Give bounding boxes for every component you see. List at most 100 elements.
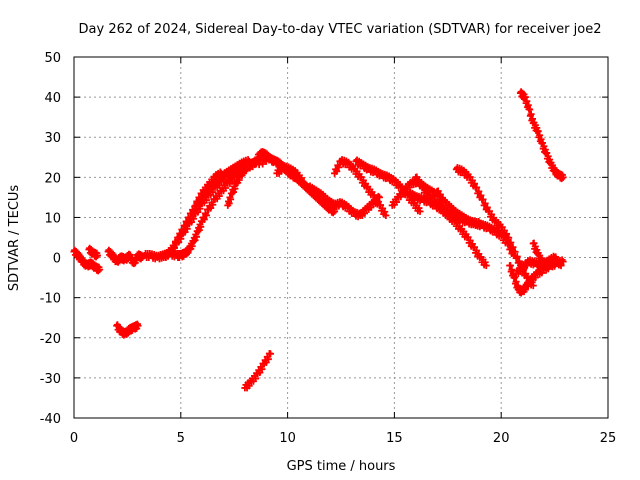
y-tick-label: 40	[44, 91, 61, 106]
series-seg-a	[70, 246, 104, 275]
data-point	[173, 240, 181, 248]
data-point	[227, 195, 235, 203]
data-point	[381, 208, 389, 216]
data-point	[183, 219, 191, 227]
data-point	[264, 355, 272, 363]
series-seg-v	[516, 88, 567, 183]
y-tick-label: -30	[40, 372, 61, 387]
data-point	[179, 227, 187, 235]
data-point	[509, 243, 517, 251]
data-point	[164, 252, 172, 260]
data-point	[196, 195, 204, 203]
series-seg-h	[224, 156, 262, 209]
data-point	[299, 177, 307, 185]
data-point	[252, 375, 260, 383]
data-point	[209, 201, 217, 209]
data-point	[527, 110, 535, 118]
series-seg-d	[140, 156, 270, 263]
data-point	[521, 93, 529, 101]
series-seg-c	[104, 246, 146, 268]
data-point	[360, 209, 368, 217]
plot-frame	[73, 56, 609, 419]
x-tick-label: 15	[386, 431, 403, 446]
data-point	[481, 258, 489, 266]
data-point	[559, 173, 567, 181]
data-point	[399, 190, 407, 198]
series-seg-b	[85, 244, 101, 261]
x-tick-label: 25	[600, 431, 617, 446]
data-point	[405, 183, 413, 191]
data-point	[277, 167, 285, 175]
data-point	[216, 168, 224, 176]
data-point	[523, 97, 531, 105]
data-point	[259, 160, 267, 168]
data-point	[93, 252, 101, 260]
chart-title: Day 262 of 2024, Sidereal Day-to-day VTE…	[79, 22, 602, 37]
data-point	[503, 230, 511, 238]
data-point	[96, 266, 104, 274]
data-point	[267, 350, 275, 358]
data-point	[512, 278, 520, 286]
data-point	[202, 186, 210, 194]
data-point	[217, 169, 225, 177]
data-point	[471, 180, 478, 188]
data-point	[526, 105, 534, 113]
data-point	[473, 183, 481, 191]
data-point	[416, 207, 424, 215]
data-point	[170, 244, 178, 252]
data-point	[508, 266, 516, 274]
data-point	[557, 262, 565, 270]
data-point	[225, 199, 233, 207]
data-point	[556, 258, 564, 266]
data-point	[200, 215, 208, 223]
data-point	[209, 178, 217, 186]
data-point	[297, 174, 305, 182]
series-seg-l	[331, 156, 390, 219]
data-point	[506, 262, 514, 270]
data-point	[542, 262, 550, 270]
data-point	[393, 198, 401, 206]
x-tick-label: 10	[279, 431, 296, 446]
y-tick-label: -20	[40, 332, 61, 347]
series-seg-q	[433, 187, 518, 260]
series-seg-j	[273, 162, 307, 185]
data-point	[202, 211, 210, 219]
y-tick-label: 0	[53, 252, 61, 267]
x-axis-label: GPS time / hours	[287, 459, 396, 474]
data-point	[531, 274, 539, 282]
data-point	[511, 248, 519, 256]
data-point	[516, 268, 524, 276]
data-point	[479, 195, 487, 203]
x-tick-label: 0	[70, 431, 78, 446]
grid-lines	[74, 57, 608, 418]
series-seg-g	[192, 168, 225, 209]
data-point	[382, 211, 390, 219]
series-seg-x	[241, 349, 275, 392]
series-seg-i	[254, 148, 339, 217]
series-seg-u	[529, 239, 550, 270]
y-tick-label: 20	[44, 171, 61, 186]
axis-tick-labels: 0 5 10 15 20 25 -40 -30 -20 -10 0 10 20 30 40 50	[40, 51, 617, 446]
data-point	[483, 203, 491, 211]
data-point	[515, 257, 523, 265]
data-point	[333, 167, 341, 175]
data-point	[185, 215, 193, 223]
y-tick-label: 10	[44, 211, 61, 226]
data-point	[194, 199, 202, 207]
data-point	[331, 207, 339, 215]
axis-ticks	[73, 56, 609, 419]
data-point	[523, 262, 531, 270]
data-point	[505, 234, 513, 242]
data-marks	[70, 88, 567, 392]
y-tick-label: 30	[44, 131, 61, 146]
series-seg-w	[113, 320, 142, 339]
data-point	[335, 163, 343, 171]
data-point	[258, 365, 266, 373]
data-point	[222, 184, 230, 192]
data-point	[513, 253, 521, 261]
data-point	[367, 203, 375, 211]
data-point	[482, 262, 490, 270]
y-tick-label: -10	[40, 292, 61, 307]
data-point	[477, 191, 485, 199]
